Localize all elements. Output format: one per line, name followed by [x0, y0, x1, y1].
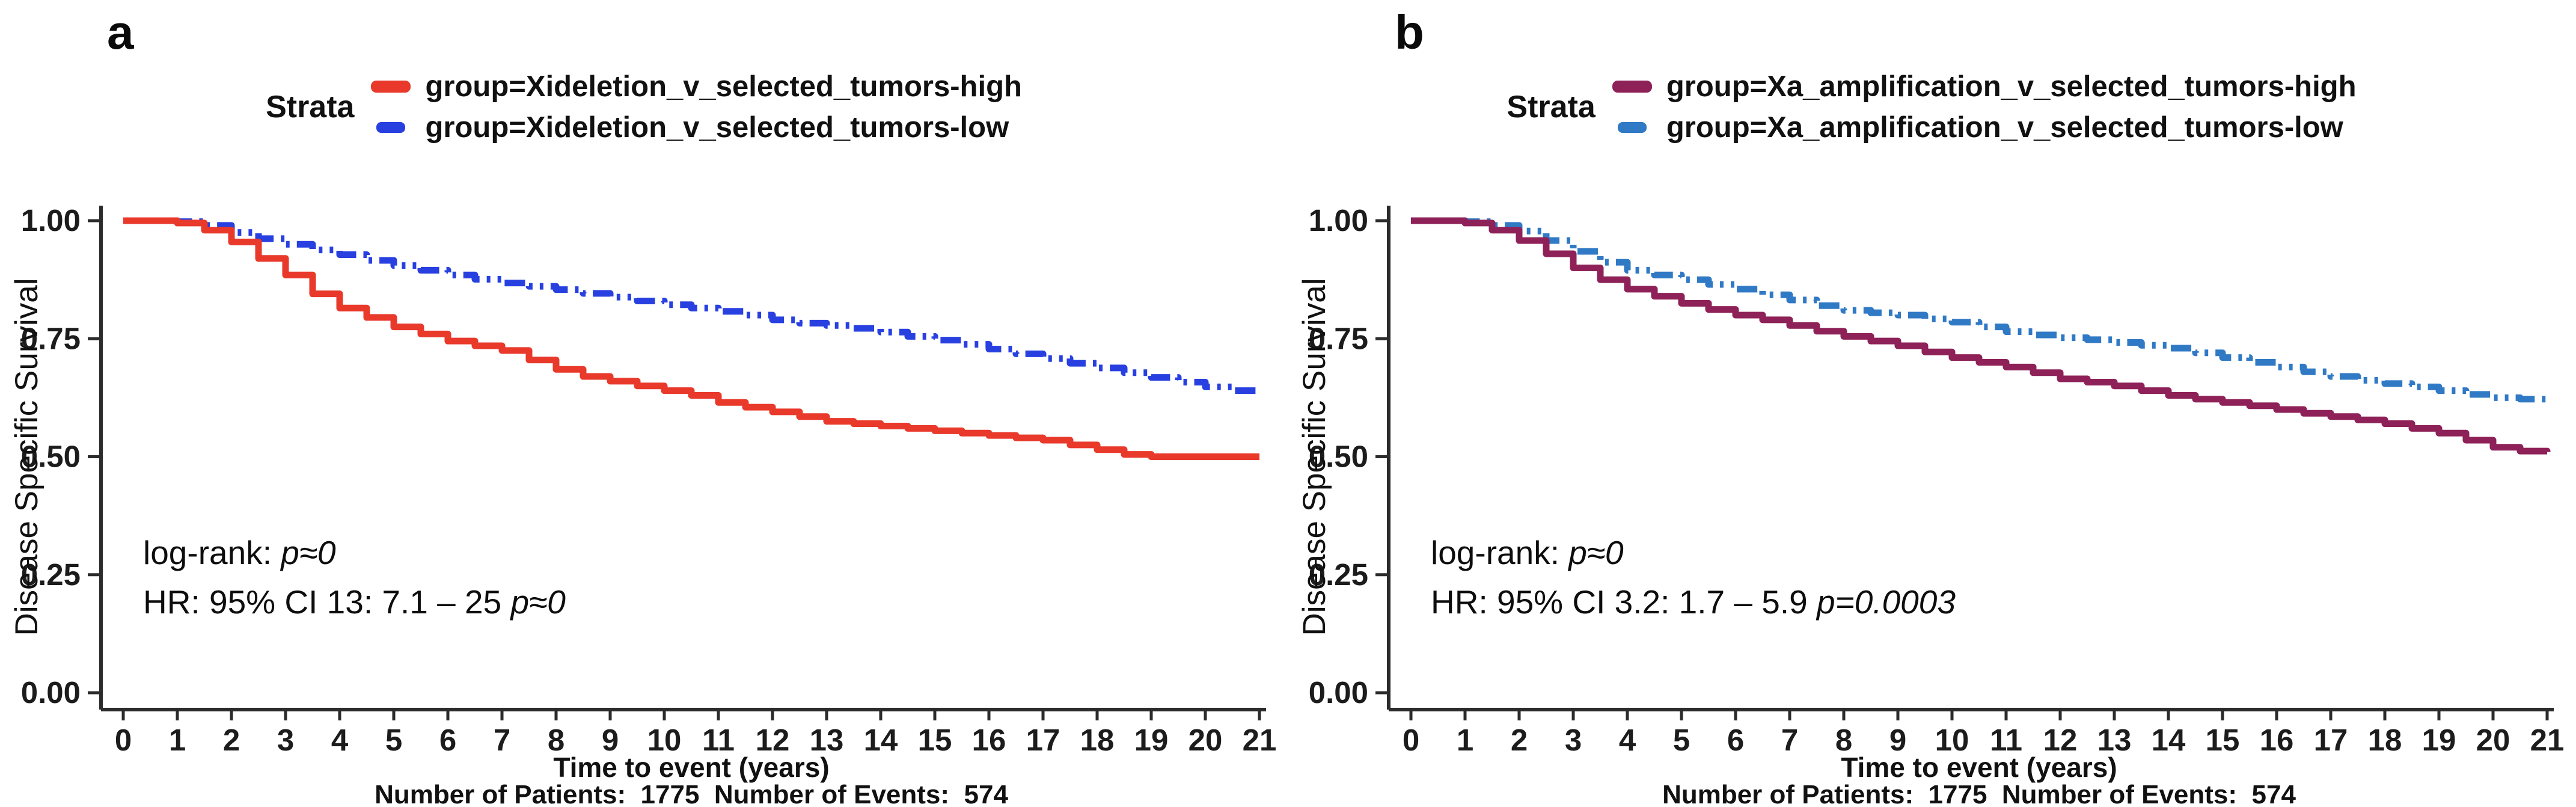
x-tick-label: 19: [1134, 723, 1169, 757]
x-tick-label: 11: [702, 723, 735, 757]
ticks: 0 1 2 3 4 5 6 7 8 9 10 11 12 13 14 15 16 17 18 19 20 210.000.…: [1309, 203, 2565, 757]
km-chart-b: 0 1 2 3 4 5 6 7 8 9 10 11 12 13 14 15 16 17 18 19 20 210.000.…: [1297, 203, 2565, 807]
swatch-bar: [1612, 81, 1652, 93]
x-tick-label: 15: [2206, 723, 2240, 757]
panel-b: b Strata group=Xa_amplification_v_select…: [1288, 0, 2575, 807]
legend-swatch-dashed-line: [1617, 122, 1647, 133]
km-curve-high: [123, 217, 1259, 460]
x-tick-label: 10: [1935, 723, 1969, 757]
legend-rows: group=Xideletion_v_selected_tumors-high …: [370, 70, 1022, 144]
legend-label-high: group=Xa_amplification_v_selected_tumors…: [1666, 70, 2357, 103]
x-tick-label: 17: [1026, 723, 1060, 757]
y-tick-label: 0.00: [21, 675, 81, 710]
panel-letter: b: [1395, 5, 1424, 59]
legend-rows: group=Xa_amplification_v_selected_tumors…: [1611, 70, 2357, 144]
logrank-annotation: log-rank: p≈0: [1431, 534, 1624, 571]
x-tick-label: 1: [169, 723, 186, 757]
x-tick-label: 1: [1457, 723, 1473, 757]
legend-item-low: group=Xa_amplification_v_selected_tumors…: [1611, 111, 2357, 144]
y-tick-label: 1.00: [1309, 203, 1368, 238]
x-tick-label: 14: [2152, 723, 2186, 757]
x-tick-label: 2: [223, 723, 240, 757]
x-tick-label: 8: [1835, 723, 1852, 757]
x-tick-label: 12: [756, 723, 790, 757]
legend-label-low: group=Xideletion_v_selected_tumors-low: [425, 111, 1009, 144]
x-tick-label: 20: [1189, 723, 1223, 757]
x-tick-label: 2: [1511, 723, 1528, 757]
x-tick-label: 19: [2422, 723, 2456, 757]
x-tick-label: 4: [1619, 723, 1636, 757]
km-curve-high: [1411, 217, 2551, 455]
x-tick-label: 14: [864, 723, 898, 757]
x-tick-label: 12: [2043, 723, 2078, 757]
y-tick-label: 0.25: [21, 557, 81, 592]
x-tick-label: 5: [1673, 723, 1690, 757]
y-tick-label: 1.00: [21, 203, 81, 238]
x-tick-label: 3: [1565, 723, 1582, 757]
x-tick-label: 9: [602, 723, 619, 757]
x-axis-title: Time to event (years): [553, 752, 829, 783]
legend: Strata group=Xa_amplification_v_selected…: [1288, 70, 2575, 144]
legend-swatch-solid-line: [1612, 81, 1652, 93]
x-tick-label: 18: [1080, 723, 1115, 757]
x-tick-label: 21: [2530, 723, 2565, 757]
x-tick-label: 21: [1243, 723, 1277, 757]
x-tick-label: 16: [2260, 723, 2294, 757]
swatch-bar: [1617, 122, 1647, 133]
x-tick-label: 13: [2097, 723, 2132, 757]
y-tick-label: 0.25: [1309, 557, 1368, 592]
logrank-annotation: log-rank: p≈0: [143, 534, 336, 571]
x-tick-label: 6: [439, 723, 456, 757]
x-tick-label: 7: [1781, 723, 1798, 757]
x-tick-label: 18: [2368, 723, 2402, 757]
panel-letter: a: [107, 5, 134, 59]
x-tick-label: 20: [2476, 723, 2510, 757]
x-tick-label: 0: [1403, 723, 1419, 757]
legend-label-high: group=Xideletion_v_selected_tumors-high: [425, 70, 1022, 103]
x-tick-label: 5: [385, 723, 402, 757]
x-tick-label: 8: [548, 723, 564, 757]
hr-annotation: HR: 95% CI 3.2: 1.7 – 5.9 p=0.0003: [1431, 583, 1956, 621]
x-tick-label: 13: [810, 723, 844, 757]
x-tick-label: 3: [277, 723, 294, 757]
x-tick-label: 11: [1990, 723, 2022, 757]
y-tick-label: 0.50: [1309, 440, 1368, 474]
legend: Strata group=Xideletion_v_selected_tumor…: [0, 70, 1288, 144]
x-tick-label: 15: [918, 723, 952, 757]
x-axis-title: Time to event (years): [1841, 752, 2117, 783]
ticks: 0 1 2 3 4 5 6 7 8 9 10 11 12 13 14 15 16 17 18 19 20 210.000.…: [21, 203, 1277, 757]
x-tick-label: 16: [972, 723, 1006, 757]
legend-swatch-solid-line: [371, 81, 411, 93]
legend-item-low: group=Xideletion_v_selected_tumors-low: [370, 111, 1021, 144]
y-tick-label: 0.00: [1309, 675, 1368, 710]
hr-annotation: HR: 95% CI 13: 7.1 – 25 p≈0: [143, 583, 566, 621]
swatch-bar: [376, 122, 406, 133]
panel-a: a Strata group=Xideletion_v_selected_tum…: [0, 5, 1288, 807]
x-tick-label: 17: [2314, 723, 2348, 757]
y-axis-title: Disease Specific Survival: [1297, 278, 1332, 636]
legend-swatch-dashed-line: [376, 122, 406, 133]
legend-title: Strata: [266, 90, 355, 124]
y-tick-label: 0.75: [21, 321, 81, 355]
legend-title: Strata: [1507, 90, 1595, 124]
x-tick-label: 4: [331, 723, 349, 757]
legend-label-low: group=Xa_amplification_v_selected_tumors…: [1666, 111, 2343, 144]
legend-item-high: group=Xideletion_v_selected_tumors-high: [370, 70, 1022, 103]
patients-events-footer: Number of Patients: 1775 Number of Event…: [375, 780, 1008, 807]
y-tick-label: 0.50: [21, 440, 81, 474]
patients-events-footer: Number of Patients: 1775 Number of Event…: [1662, 780, 2296, 807]
km-curve-low: [1411, 217, 2551, 403]
km-curve-low: [123, 217, 1263, 394]
x-tick-label: 6: [1727, 723, 1744, 757]
km-chart-a: 0 1 2 3 4 5 6 7 8 9 10 11 12 13 14 15 16 17 18 19 20 210.000.…: [9, 203, 1277, 807]
legend-item-high: group=Xa_amplification_v_selected_tumors…: [1611, 70, 2357, 103]
swatch-bar: [371, 81, 411, 93]
x-tick-label: 7: [494, 723, 510, 757]
x-tick-label: 0: [115, 723, 132, 757]
y-axis-title: Disease Specific Survival: [9, 278, 44, 636]
x-tick-label: 10: [647, 723, 682, 757]
y-tick-label: 0.75: [1309, 321, 1368, 355]
x-tick-label: 9: [1889, 723, 1906, 757]
